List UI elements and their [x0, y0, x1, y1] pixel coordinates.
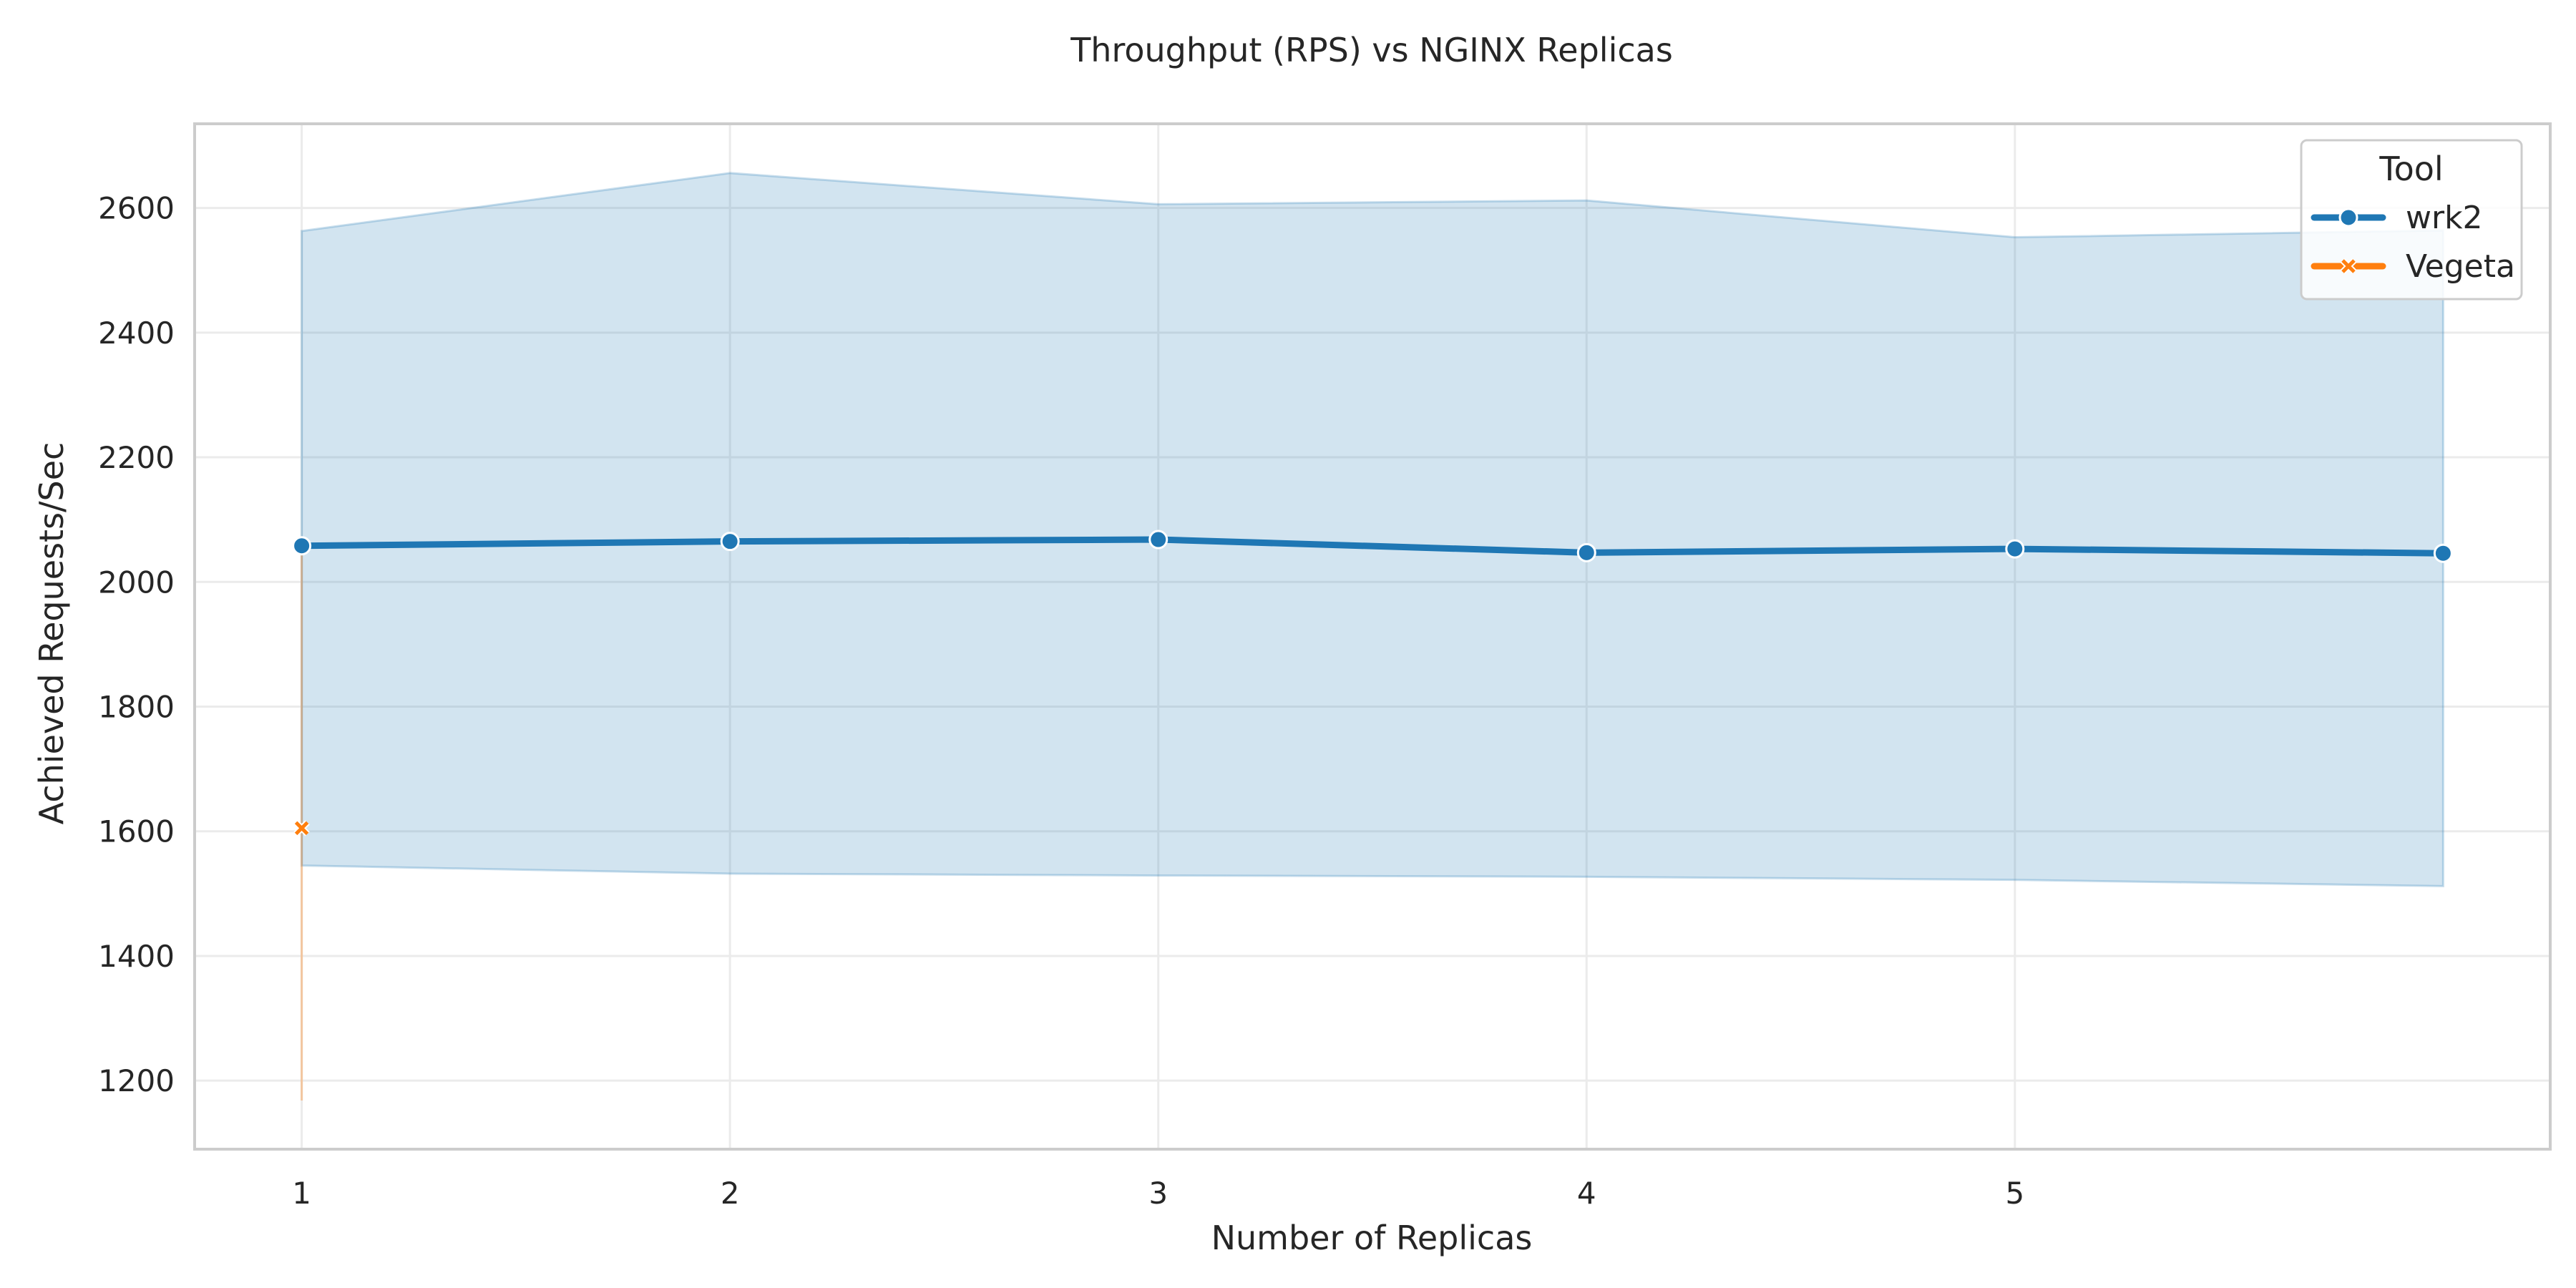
x-tick-label: 1: [292, 1176, 311, 1211]
legend-marker-vegeta: [2340, 258, 2357, 275]
y-tick-label: 2400: [98, 316, 175, 351]
wrk2-point: [1576, 542, 1596, 562]
y-tick-label: 1400: [98, 939, 175, 974]
confidence-bands: [301, 172, 2444, 1101]
legend-title: Tool: [2379, 150, 2443, 188]
chart-title: Throughput (RPS) vs NGINX Replicas: [1070, 31, 1673, 69]
y-tick-label: 1800: [98, 690, 175, 725]
wrk2-confidence-band: [301, 172, 2444, 887]
x-tick-label: 2: [721, 1176, 740, 1211]
legend-label-vegeta: Vegeta: [2406, 248, 2515, 285]
y-tick-label: 1200: [98, 1063, 175, 1098]
legend-box: [2300, 139, 2523, 301]
y-axis-label: Achieved Requests/Sec: [32, 442, 71, 825]
y-tick-label: 2000: [98, 565, 175, 600]
series-markers: [292, 530, 2453, 836]
x-axis-label: Number of Replicas: [1211, 1219, 1533, 1257]
wrk2-point: [720, 532, 740, 552]
legend-label-wrk2: wrk2: [2406, 200, 2483, 236]
legend-item-wrk2[interactable]: wrk2: [2311, 200, 2483, 236]
legend[interactable]: Tool wrk2 Vegeta: [2300, 139, 2523, 301]
vegeta-point: [293, 820, 310, 836]
wrk2-line: [298, 536, 2446, 557]
y-tick-label: 1600: [98, 814, 175, 849]
series-lines: [298, 536, 2446, 557]
wrk2-point: [292, 536, 312, 556]
wrk2-point: [1148, 530, 1169, 550]
x-tick-label: 5: [2005, 1176, 2024, 1211]
legend-item-vegeta[interactable]: Vegeta: [2311, 248, 2515, 285]
y-tick-label: 2600: [98, 191, 175, 226]
grid: [195, 124, 2550, 1149]
tick-labels: 1200 1400 1600 1800 2000 2200 2400 2600 1 2 3 4 5: [98, 191, 2024, 1211]
legend-marker-wrk2: [2338, 208, 2358, 228]
plot-frame: [193, 122, 2552, 1151]
y-tick-label: 2200: [98, 440, 175, 475]
x-tick-label: 3: [1148, 1176, 1168, 1211]
x-tick-label: 4: [1577, 1176, 1596, 1211]
legend-items: wrk2 Vegeta: [2311, 200, 2515, 285]
wrk2-point: [2005, 539, 2025, 559]
wrk2-point: [2433, 543, 2453, 563]
